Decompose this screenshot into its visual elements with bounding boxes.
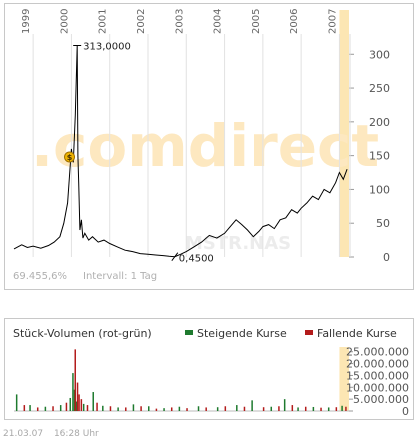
volume-bar-falling [52, 406, 54, 411]
comdirect-watermark: .comdirect [31, 112, 379, 180]
price-chart-panel: .comdirect MSTR.NAS 1999 2000 2001 2002 2003 20… [4, 3, 414, 290]
volume-bar-rising [59, 405, 62, 411]
volume-bar-falling [80, 399, 83, 411]
volume-y-tick-label: 10.000.000 [346, 381, 409, 394]
volume-bar-falling [335, 407, 338, 411]
volume-bar-rising [69, 397, 72, 411]
volume-title: Stück-Volumen (rot-grün) [13, 327, 152, 340]
legend-swatch [305, 330, 313, 335]
low-annotation: 0,4500 [179, 254, 214, 265]
volume-bar-rising [270, 406, 273, 411]
volume-bar-rising [73, 389, 76, 411]
legend-label: Steigende Kurse [197, 327, 287, 340]
volume-chart: Stück-Volumen (rot-grün) Steigende Kurse F… [13, 327, 409, 418]
y-tick-label: 250 [369, 82, 390, 95]
volume-y-tick-label: 15.000.000 [346, 369, 409, 382]
volume-bar-falling [96, 402, 98, 411]
volume-bar-rising [283, 399, 286, 411]
volume-bar-falling [345, 406, 347, 411]
volume-bar-rising [163, 408, 165, 411]
y-tick-label: 200 [369, 116, 390, 129]
y-tick-label: 50 [376, 217, 390, 230]
volume-bar-rising [197, 406, 200, 411]
volume-bar-falling [109, 406, 112, 411]
dividend-event-label: $ [67, 153, 73, 162]
volume-bar-falling [140, 406, 142, 411]
volume-y-tick-label: 25.000.000 [346, 346, 409, 359]
volume-bar-falling [155, 408, 158, 411]
volume-bar-falling [170, 407, 173, 411]
dividend-event-icon [64, 151, 76, 163]
volume-bar-falling [186, 408, 188, 411]
volume-bar-rising [312, 406, 315, 411]
year-label: 2004 [213, 9, 224, 34]
volume-bar-rising [117, 407, 119, 411]
volume-bar-falling [224, 406, 227, 411]
y-tick-label: 100 [369, 183, 390, 196]
year-label: 2003 [174, 9, 185, 34]
volume-bar-falling [36, 407, 39, 411]
symbol-watermark: MSTR.NAS [185, 233, 291, 254]
legend-swatch [185, 330, 193, 335]
low-marker [171, 252, 179, 261]
volume-bar-falling [86, 405, 89, 411]
volume-bar-falling [205, 407, 207, 411]
volume-bar-falling [76, 382, 79, 411]
interval-text: Intervall: 1 Tag [83, 271, 157, 282]
volume-y-tick-label: 5.000.000 [353, 393, 409, 406]
volume-bar-rising [148, 406, 150, 411]
legend-label: Fallende Kurse [317, 327, 397, 340]
y-tick-label: 300 [369, 48, 390, 61]
volume-bar-rising [15, 394, 18, 411]
volume-bar-falling [74, 349, 76, 411]
volume-bar-rising [29, 405, 31, 411]
volume-bar-rising [82, 403, 85, 411]
volume-bar-falling [262, 407, 265, 411]
volume-bar-rising [236, 405, 238, 411]
volume-bar-rising [102, 405, 104, 411]
volume-2007-highlight [339, 347, 349, 411]
performance-text: 69.455,6% [13, 271, 67, 282]
volume-bar-rising [216, 407, 219, 411]
volume-bar-rising [341, 405, 343, 411]
volume-bar-rising [178, 406, 181, 411]
year-label: 1999 [21, 9, 32, 34]
volume-bar-falling [78, 394, 80, 411]
volume-bar-rising [44, 406, 47, 411]
volume-bar-rising [327, 407, 330, 411]
footer-date: 21.03.07 [3, 429, 44, 439]
volume-y-tick-label: 20.000.000 [346, 358, 409, 371]
year-2007-highlight [339, 10, 349, 257]
high-annotation: 313,0000 [83, 41, 131, 52]
volume-bar-falling [65, 402, 68, 411]
volume-bar-falling [23, 405, 26, 411]
year-label: 2005 [251, 9, 262, 34]
volume-bar-falling [320, 407, 322, 411]
volume-bar-falling [304, 406, 307, 411]
volume-bar-falling [125, 407, 127, 411]
volume-y-tick-label: 0 [402, 405, 409, 418]
volume-bar-rising [132, 404, 135, 411]
year-label: 2000 [59, 9, 70, 34]
volume-bar-falling [291, 405, 294, 411]
volume-bar-rising [251, 400, 253, 411]
volume-bar-rising [297, 407, 299, 411]
timestamp-footer: 21.03.07 16:28 Uhr [3, 429, 107, 439]
y-tick-label: 0 [383, 251, 390, 264]
year-label: 2001 [98, 9, 109, 34]
year-label: 2007 [327, 9, 338, 34]
footer-time: 16:28 Uhr [53, 429, 99, 439]
volume-bar-rising [92, 392, 94, 411]
volume-bar-rising [76, 401, 78, 411]
volume-bar-rising [72, 373, 74, 411]
year-label: 2006 [289, 9, 300, 34]
year-label: 2002 [136, 9, 147, 34]
y-tick-label: 150 [369, 150, 390, 163]
volume-bar-falling [243, 406, 246, 411]
volume-bar-falling [278, 406, 280, 411]
volume-chart-panel: Stück-Volumen (rot-grün) Steigende Kurse F… [4, 318, 414, 420]
